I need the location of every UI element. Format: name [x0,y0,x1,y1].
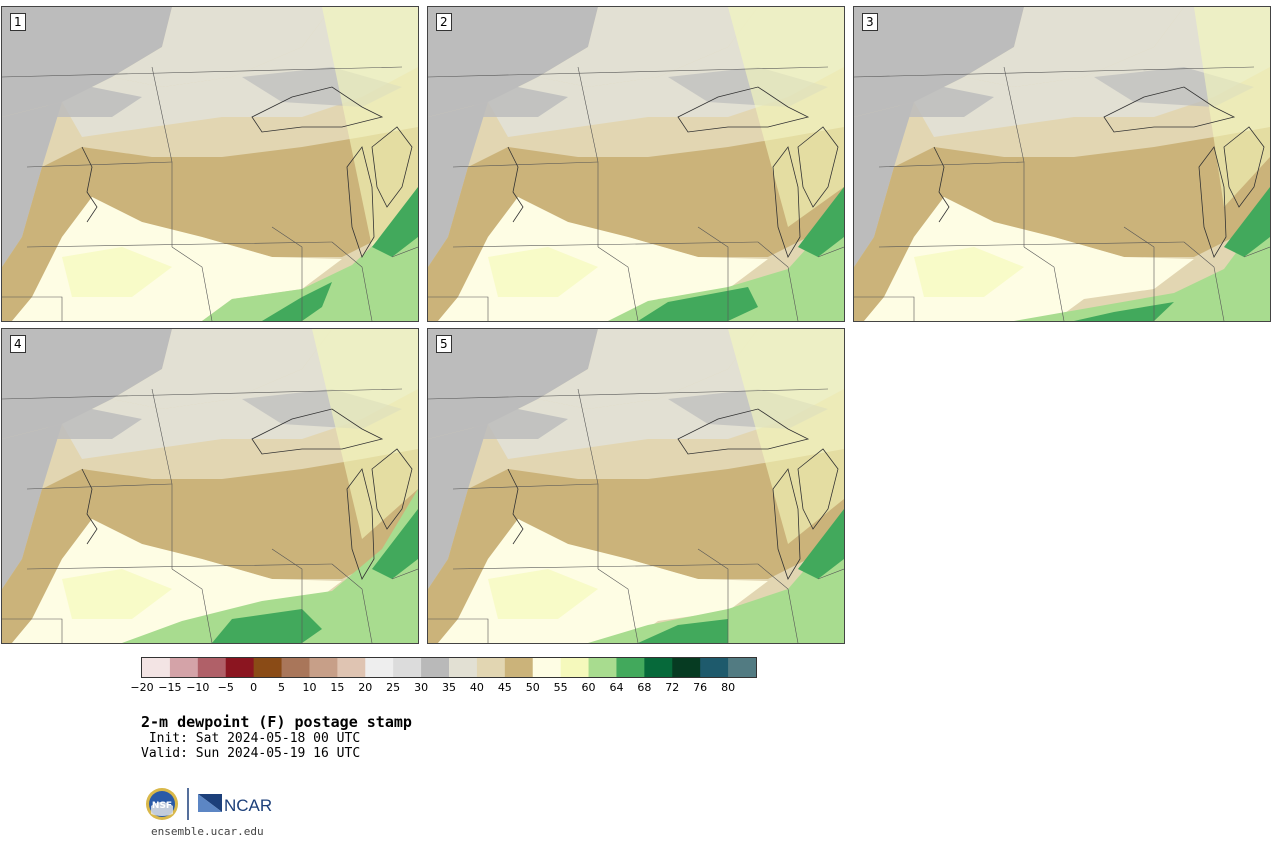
map-panel-4: 4 [1,328,419,644]
colorbar-swatch [197,658,227,677]
colorbar-tick-label: 20 [358,681,373,694]
colorbar-swatch [504,658,534,677]
colorbar-tick-label: −20 [130,681,154,694]
colorbar-tick-label: 60 [581,681,596,694]
colorbar-swatch [309,658,338,677]
website-link[interactable]: ensemble.ucar.edu [151,825,264,838]
colorbar-swatch [142,658,171,677]
colorbar-tick-label: 30 [414,681,429,694]
dewpoint-map [428,329,844,643]
colorbar-tick-label: 50 [525,681,540,694]
colorbar-swatch [728,658,757,677]
colorbar-swatch [253,658,283,677]
colorbar-tick-label: 35 [442,681,456,694]
map-panel-2: 2 [427,6,845,322]
colorbar-tick-label: 15 [330,681,345,694]
colorbar-swatch [449,658,478,677]
colorbar-swatch [476,658,506,677]
colorbar-swatch [588,658,617,677]
colorbar-swatch [700,658,729,677]
colorbar-tick-label: 76 [693,681,708,694]
colorbar-tick-label: 68 [637,681,652,694]
panel-number: 3 [862,13,878,31]
dewpoint-map [428,7,844,321]
init-time: Init: Sat 2024-05-18 00 UTC [141,731,361,746]
colorbar-swatch [393,658,422,677]
svg-text:NCAR: NCAR [224,796,272,815]
valid-time: Valid: Sun 2024-05-19 16 UTC [141,746,361,761]
colorbar-swatch [337,658,366,677]
colorbar-swatch [644,658,673,677]
colorbar-tick-label: −10 [186,681,210,694]
svg-text:NSF: NSF [152,801,172,811]
colorbar-swatch [560,658,590,677]
dewpoint-map [2,329,418,643]
colorbar-tick-label: 0 [250,681,258,694]
plot-title: 2-m dewpoint (F) postage stamp [141,713,412,731]
colorbar-swatch [421,658,450,677]
map-panel-1: 1 [1,6,419,322]
colorbar-swatch [281,658,310,677]
colorbar-tick-labels: −20 −15 −10 −5 0 5 10 15 20 25 30 35 40 45 50 55 60 64 68 7… [128,681,768,695]
colorbar-tick-label: 80 [721,681,736,694]
colorbar-tick-label: 55 [553,681,568,694]
map-panel-5: 5 [427,328,845,644]
colorbar-tick-label: 25 [386,681,401,694]
colorbar-swatch [365,658,394,677]
colorbar-tick-label: 10 [302,681,317,694]
dewpoint-map [2,7,418,321]
colorbar-swatch [672,658,701,677]
colorbar-tick-label: −5 [217,681,234,694]
panel-number: 5 [436,335,452,353]
colorbar-tick-label: −15 [158,681,182,694]
colorbar-tick-label: 5 [278,681,286,694]
colorbar-swatch [532,658,562,677]
panel-number: 2 [436,13,452,31]
colorbar-tick-label: 72 [665,681,680,694]
colorbar-tick-label: 40 [469,681,484,694]
colorbar-swatch [616,658,645,677]
colorbar-swatch [169,658,199,677]
map-panel-3: 3 [853,6,1271,322]
colorbar-tick-label: 45 [497,681,512,694]
colorbar [141,657,757,678]
colorbar-swatch [225,658,255,677]
nsf-ncar-logo: NSF NCAR [146,788,272,820]
colorbar-tick-label: 64 [609,681,624,694]
panel-number: 4 [10,335,26,353]
dewpoint-map [854,7,1270,321]
panel-number: 1 [10,13,26,31]
